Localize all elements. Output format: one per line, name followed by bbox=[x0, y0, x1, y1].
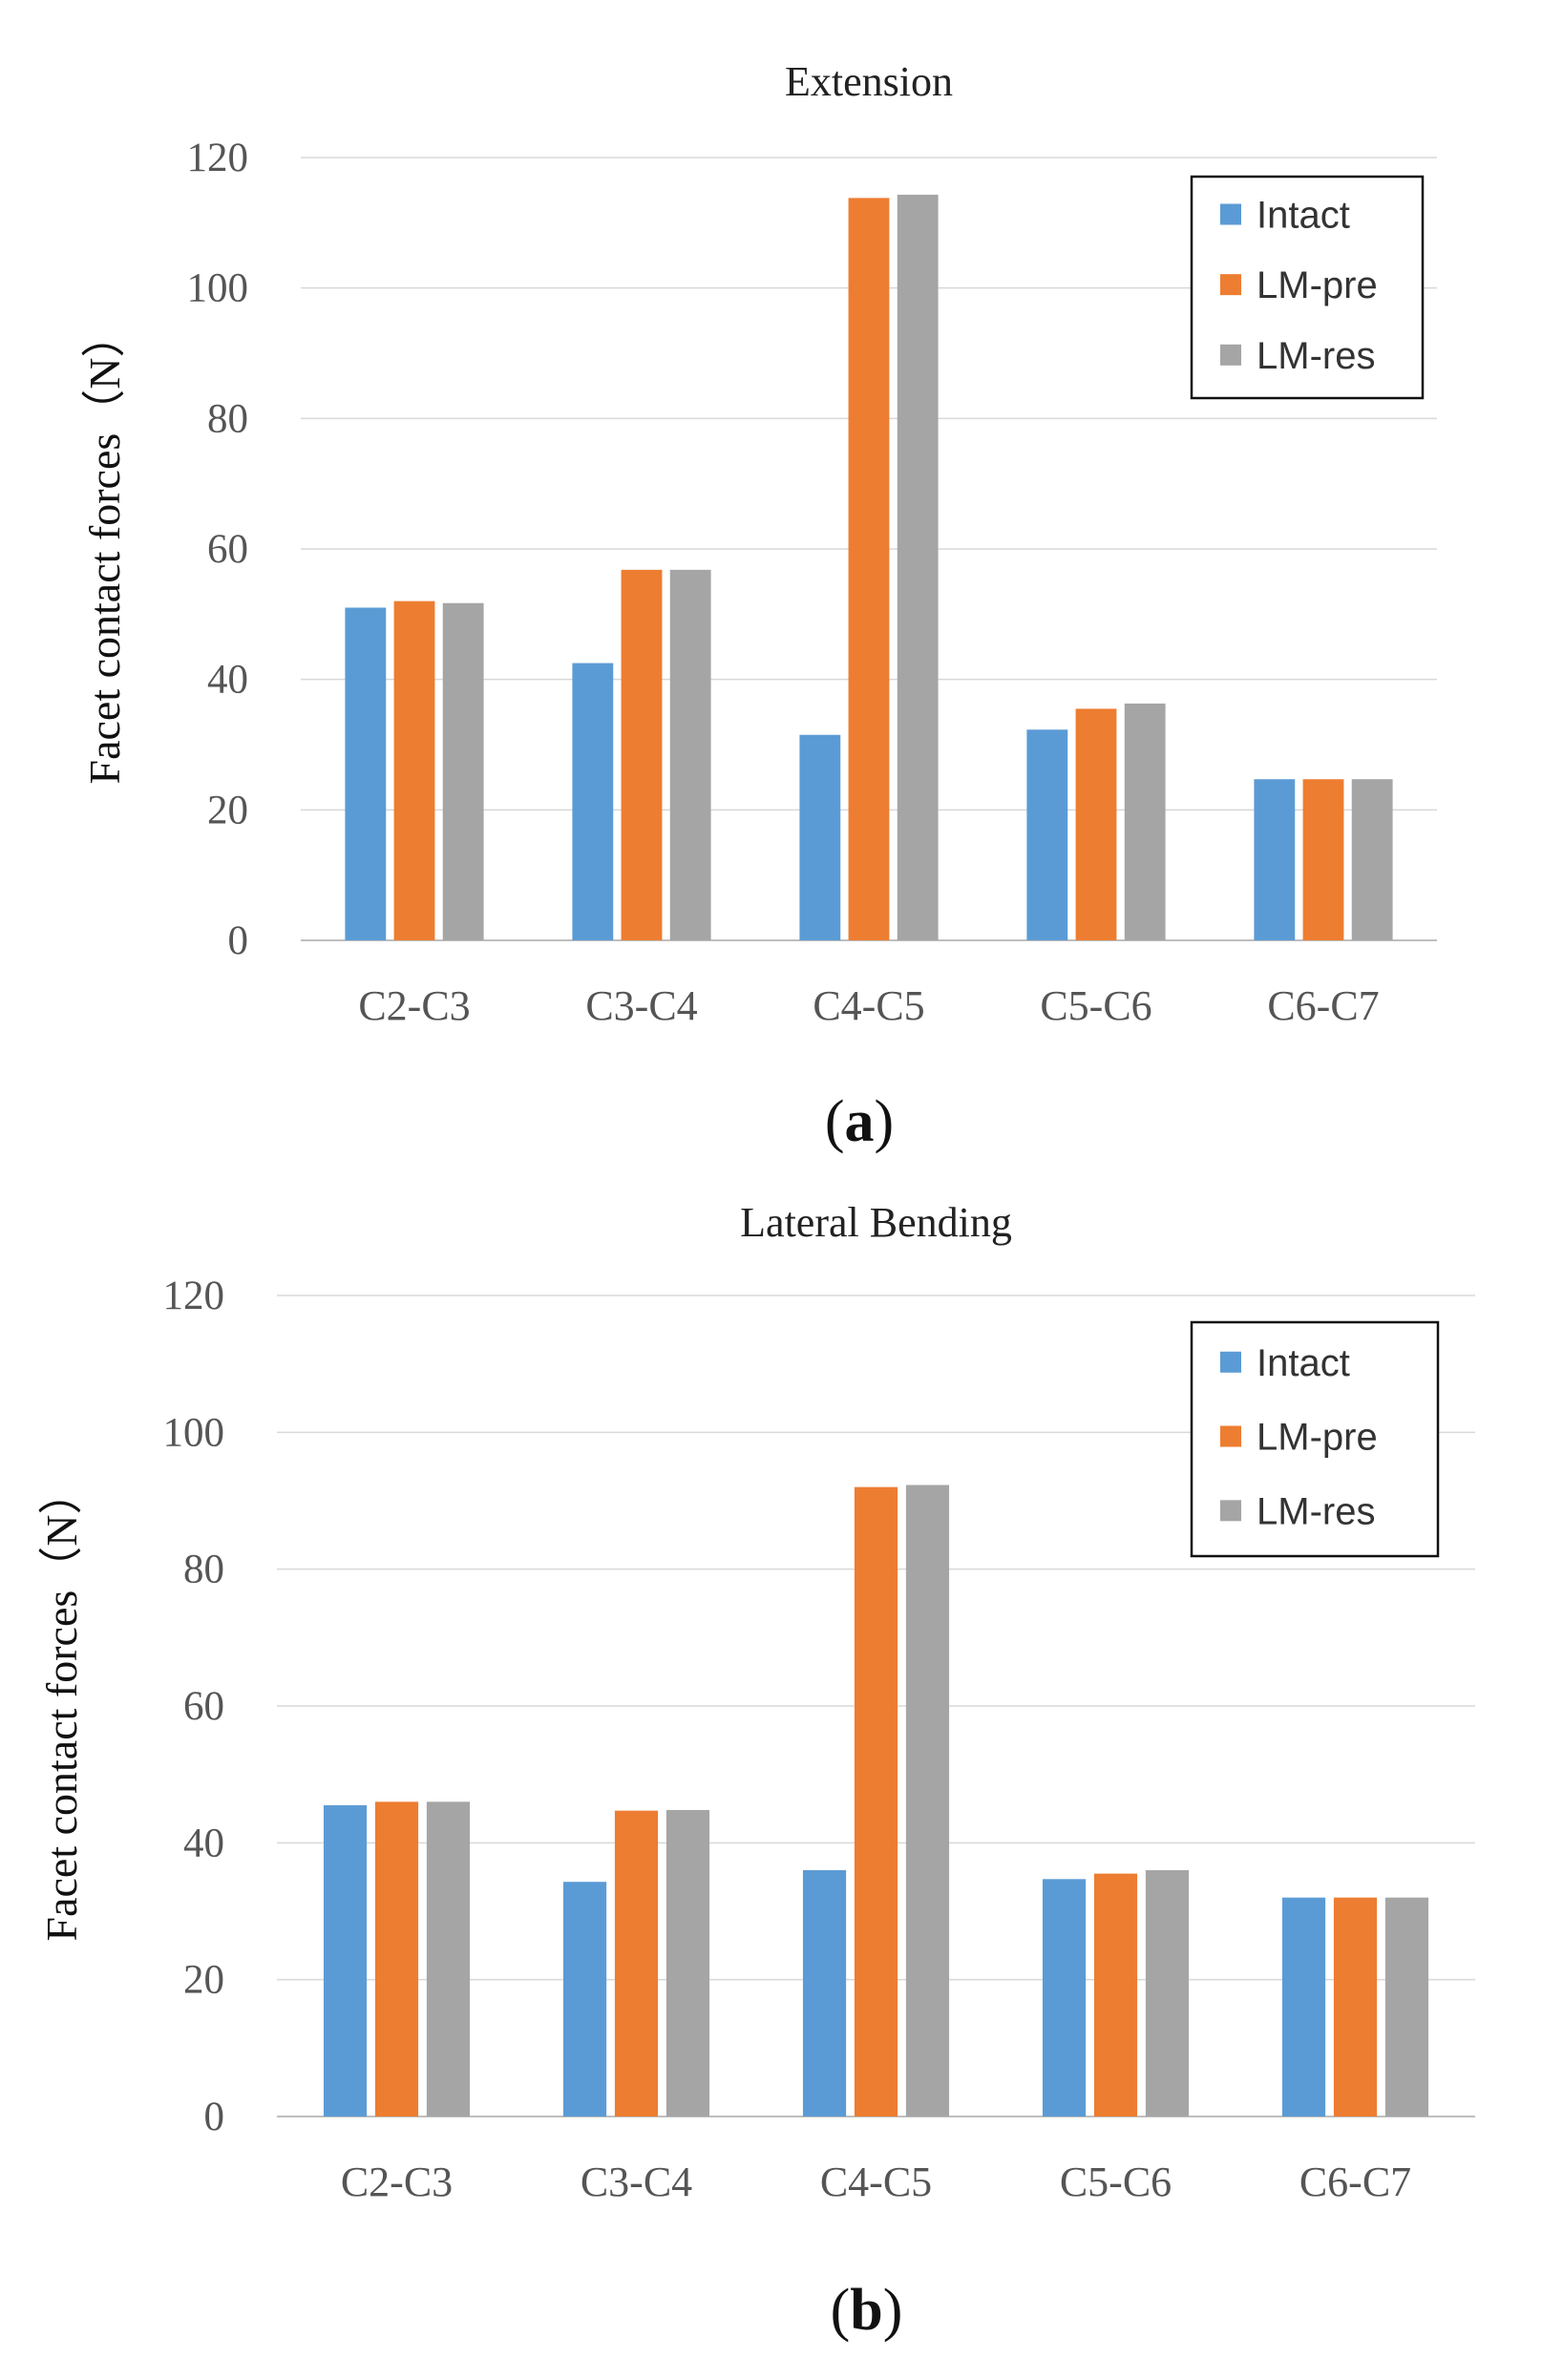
y-tick-label: 80 bbox=[183, 1548, 224, 1592]
bar-intact-c4-c5 bbox=[802, 1870, 847, 2117]
chart-lateral-bending: Lateral Bending 0 20 40 60 80 100 120 Facet cont… bbox=[37, 1199, 1475, 2343]
y-tick-label: 0 bbox=[228, 918, 249, 963]
bar-lm-res-c5-c6 bbox=[1124, 703, 1166, 940]
x-tick-label: C6-C7 bbox=[1267, 982, 1379, 1029]
bar-intact-c3-c4 bbox=[572, 663, 614, 940]
x-tick-label: C6-C7 bbox=[1299, 2159, 1411, 2205]
bar-intact-c5-c6 bbox=[1026, 729, 1068, 940]
legend-label: LM-pre bbox=[1257, 1417, 1378, 1459]
bar-lm-pre-c3-c4 bbox=[614, 1810, 659, 2117]
panel-label-open: ( bbox=[825, 1089, 845, 1154]
bar-lm-res-c5-c6 bbox=[1145, 1870, 1190, 2117]
x-tick-label: C3-C4 bbox=[581, 2159, 692, 2205]
bar-lm-res-c2-c3 bbox=[426, 1801, 471, 2117]
bar-lm-pre-c2-c3 bbox=[393, 600, 435, 940]
x-tick-label: C5-C6 bbox=[1060, 2159, 1172, 2205]
panel-label-close: ) bbox=[883, 2278, 903, 2343]
panel-label: (b) bbox=[831, 2278, 903, 2343]
y-tick-label: 60 bbox=[183, 1684, 224, 1729]
bar-intact-c2-c3 bbox=[323, 1804, 368, 2117]
x-tick-label: C2-C3 bbox=[358, 982, 470, 1029]
bar-lm-res-c3-c4 bbox=[669, 569, 711, 940]
y-tick-label: 40 bbox=[183, 1821, 224, 1865]
legend-swatch-intact bbox=[1220, 203, 1241, 225]
bar-lm-res-c6-c7 bbox=[1384, 1897, 1429, 2117]
bar-intact-c4-c5 bbox=[799, 734, 841, 940]
bar-lm-res-c3-c4 bbox=[665, 1809, 710, 2117]
chart-extension: Extension 0 20 40 60 80 100 120 Facet contact fo… bbox=[80, 58, 1437, 1154]
bar-lm-pre-c5-c6 bbox=[1075, 708, 1117, 940]
y-tick-label: 60 bbox=[207, 527, 248, 572]
y-tick-label: 0 bbox=[204, 2095, 225, 2139]
panel-label-letter: a bbox=[845, 1089, 875, 1154]
bar-lm-res-c6-c7 bbox=[1351, 779, 1393, 940]
legend-label: LM-res bbox=[1257, 1490, 1375, 1532]
legend-swatch-lm-pre bbox=[1220, 1425, 1241, 1447]
bar-intact-c2-c3 bbox=[345, 607, 387, 940]
bar-lm-pre-c2-c3 bbox=[374, 1801, 419, 2117]
legend-swatch-lm-pre bbox=[1220, 274, 1241, 296]
bar-lm-pre-c6-c7 bbox=[1302, 779, 1344, 940]
x-tick-label: C5-C6 bbox=[1040, 982, 1151, 1029]
y-axis-label: Facet contact forces（N） bbox=[37, 1470, 86, 1941]
y-tick-label: 80 bbox=[207, 396, 248, 441]
bar-intact-c3-c4 bbox=[562, 1882, 607, 2117]
panel-label-open: ( bbox=[831, 2278, 851, 2343]
bar-lm-pre-c4-c5 bbox=[854, 1486, 898, 2117]
bar-lm-pre-c3-c4 bbox=[621, 569, 663, 940]
x-tick-label: C2-C3 bbox=[341, 2159, 453, 2205]
bar-intact-c5-c6 bbox=[1042, 1879, 1087, 2117]
bar-lm-pre-c4-c5 bbox=[848, 198, 890, 940]
bar-lm-res-c2-c3 bbox=[442, 602, 484, 940]
y-tick-label: 100 bbox=[187, 266, 249, 311]
bar-intact-c6-c7 bbox=[1281, 1897, 1326, 2117]
legend-swatch-lm-res bbox=[1220, 1500, 1241, 1522]
bar-intact-c6-c7 bbox=[1254, 779, 1296, 940]
y-tick-label: 120 bbox=[187, 136, 249, 180]
bar-lm-res-c4-c5 bbox=[897, 194, 939, 940]
y-tick-label: 40 bbox=[207, 658, 248, 703]
bar-lm-pre-c6-c7 bbox=[1333, 1897, 1378, 2117]
chart-title: Extension bbox=[785, 58, 953, 105]
legend-swatch-intact bbox=[1220, 1351, 1241, 1373]
y-tick-label: 20 bbox=[207, 788, 248, 832]
legend-label: LM-res bbox=[1257, 335, 1375, 377]
legend-swatch-lm-res bbox=[1220, 344, 1241, 366]
y-tick-label: 20 bbox=[183, 1958, 224, 2003]
x-tick-label: C3-C4 bbox=[585, 982, 697, 1029]
x-tick-label: C4-C5 bbox=[820, 2159, 932, 2205]
y-tick-label: 120 bbox=[163, 1274, 225, 1318]
legend-label: LM-pre bbox=[1257, 264, 1378, 306]
x-tick-label: C4-C5 bbox=[813, 982, 924, 1029]
legend-label: Intact bbox=[1257, 1342, 1350, 1384]
y-tick-label: 100 bbox=[163, 1410, 225, 1455]
panel-label-close: ) bbox=[875, 1089, 895, 1154]
bar-lm-res-c4-c5 bbox=[905, 1485, 950, 2117]
bar-lm-pre-c5-c6 bbox=[1093, 1873, 1138, 2117]
panel-label: (a) bbox=[825, 1089, 894, 1154]
chart-title: Lateral Bending bbox=[740, 1199, 1012, 1246]
legend-label: Intact bbox=[1257, 195, 1350, 237]
y-axis-label: Facet contact forces（N） bbox=[80, 313, 129, 784]
panel-label-letter: b bbox=[850, 2278, 882, 2343]
